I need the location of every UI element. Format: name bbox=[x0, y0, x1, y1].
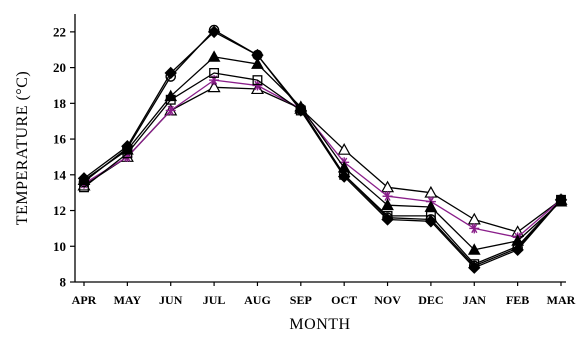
y-tick-label: 12 bbox=[53, 203, 66, 218]
data-point-diamond bbox=[554, 193, 568, 207]
series-diamond-filled bbox=[77, 25, 568, 274]
series-star bbox=[79, 75, 566, 243]
x-axis-title: MONTH bbox=[289, 316, 350, 333]
data-point-triangle-open bbox=[337, 143, 351, 155]
x-tick-label: OCT bbox=[331, 293, 357, 307]
data-point-diamond bbox=[251, 48, 264, 62]
x-tick-label: MAY bbox=[114, 293, 142, 307]
x-ticks: APR MAY JUN JUL AUG SEP OCT NOV DEC JAN FEB MAR bbox=[72, 282, 576, 307]
data-point-diamond bbox=[294, 104, 308, 117]
data-point-diamond bbox=[337, 170, 351, 183]
data-point-triangle-filled bbox=[207, 50, 221, 62]
data-point-diamond bbox=[511, 243, 524, 257]
series-line bbox=[83, 79, 562, 238]
series-layer bbox=[77, 24, 568, 274]
x-tick-label: NOV bbox=[374, 293, 401, 307]
data-point-triangle-open bbox=[467, 212, 481, 225]
y-tick-label: 14 bbox=[53, 167, 67, 182]
data-point-star bbox=[209, 75, 220, 86]
x-tick-label: AUG bbox=[244, 293, 271, 307]
data-point-diamond bbox=[424, 215, 438, 228]
data-point-diamond bbox=[207, 25, 221, 39]
x-tick-label: JUN bbox=[159, 293, 183, 307]
y-tick-label: 22 bbox=[53, 24, 66, 39]
x-tick-label: MAR bbox=[547, 293, 576, 307]
data-point-star bbox=[165, 105, 176, 116]
data-point-diamond bbox=[164, 66, 177, 80]
x-tick-label: JUL bbox=[203, 293, 226, 307]
y-tick-label: 16 bbox=[53, 132, 67, 147]
y-tick-label: 18 bbox=[53, 96, 67, 111]
x-tick-label: JAN bbox=[463, 293, 487, 307]
data-point-diamond bbox=[468, 261, 481, 274]
data-point-star bbox=[252, 80, 263, 91]
x-tick-label: SEP bbox=[290, 293, 312, 307]
data-point-triangle-filled bbox=[381, 198, 394, 211]
data-point-triangle-filled bbox=[164, 89, 178, 102]
y-tick-label: 8 bbox=[60, 275, 67, 290]
x-tick-label: DEC bbox=[418, 293, 443, 307]
series-triangle-filled bbox=[77, 50, 568, 255]
data-point-square bbox=[252, 75, 263, 86]
data-point-triangle-filled bbox=[251, 57, 264, 69]
data-point-square bbox=[209, 68, 220, 78]
data-point-diamond bbox=[77, 172, 91, 185]
series-circle-open bbox=[78, 24, 567, 272]
data-point-triangle-open bbox=[207, 80, 221, 93]
y-axis-title: TEMPERATURE (°C) bbox=[14, 71, 31, 225]
series-line bbox=[83, 29, 562, 267]
y-ticks: 8 10 12 14 16 18 20 22 bbox=[53, 24, 75, 290]
series-line bbox=[83, 86, 562, 233]
y-tick-label: 20 bbox=[53, 60, 66, 75]
data-point-diamond bbox=[121, 140, 134, 153]
series-square-open bbox=[79, 68, 566, 270]
x-tick-label: FEB bbox=[506, 293, 529, 307]
series-line bbox=[83, 56, 562, 251]
data-point-diamond bbox=[381, 213, 394, 226]
x-tick-label: APR bbox=[72, 293, 97, 307]
series-line bbox=[83, 31, 562, 269]
y-tick-label: 10 bbox=[53, 239, 66, 254]
data-point-star bbox=[469, 223, 480, 234]
data-point-triangle-filled bbox=[467, 243, 481, 255]
data-point-triangle-filled bbox=[424, 200, 438, 212]
axes bbox=[74, 14, 566, 283]
